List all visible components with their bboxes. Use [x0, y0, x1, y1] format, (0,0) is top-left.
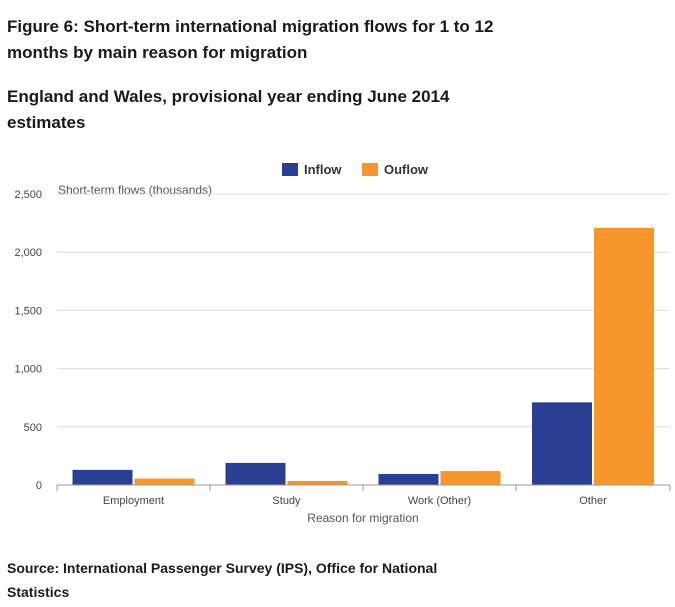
- bar-outflow-work-other[interactable]: [440, 471, 501, 485]
- chart-subtitle: England and Wales, provisional year endi…: [7, 87, 450, 132]
- bar-inflow-work-other[interactable]: [378, 473, 439, 485]
- x-tick-label: Other: [579, 495, 607, 507]
- gridlines: [57, 193, 670, 428]
- bar-outflow-other[interactable]: [594, 227, 654, 486]
- y-axis-label: Short-term flows (thousands): [58, 183, 212, 197]
- y-tick-labels: 0 500 1,000 1,500 2,000 2,500: [14, 189, 42, 492]
- bars: [72, 227, 654, 486]
- y-tick-label: 2,500: [14, 189, 42, 201]
- bar-chart: Inflow Ouflow Short-term flows (thousand…: [14, 162, 671, 525]
- y-tick-label: 500: [24, 422, 42, 434]
- legend-swatch-inflow: [282, 163, 298, 176]
- y-tick-label: 1,000: [14, 364, 42, 376]
- bar-inflow-study[interactable]: [225, 462, 286, 485]
- x-tick-label: Study: [272, 495, 301, 507]
- y-tick-label: 0: [36, 480, 42, 492]
- x-axis-label: Reason for migration: [307, 511, 418, 525]
- source-note: Source: International Passenger Survey (…: [7, 560, 438, 600]
- bar-inflow-other[interactable]: [532, 402, 592, 485]
- x-tick-label: Employment: [103, 495, 164, 507]
- y-tick-label: 2,000: [14, 247, 42, 259]
- y-tick-label: 1,500: [14, 305, 42, 317]
- x-axis: Employment Study Work (Other) Other: [56, 484, 671, 507]
- bar-outflow-study[interactable]: [287, 480, 348, 485]
- bar-outflow-employment[interactable]: [134, 478, 195, 485]
- chart-title: Figure 6: Short-term international migra…: [7, 17, 494, 62]
- legend[interactable]: Inflow Ouflow: [282, 162, 429, 177]
- x-tick-label: Work (Other): [408, 495, 471, 507]
- legend-label-outflow: Ouflow: [384, 162, 429, 177]
- legend-label-inflow: Inflow: [304, 162, 342, 177]
- bar-inflow-employment[interactable]: [72, 469, 133, 485]
- legend-swatch-outflow: [362, 163, 378, 176]
